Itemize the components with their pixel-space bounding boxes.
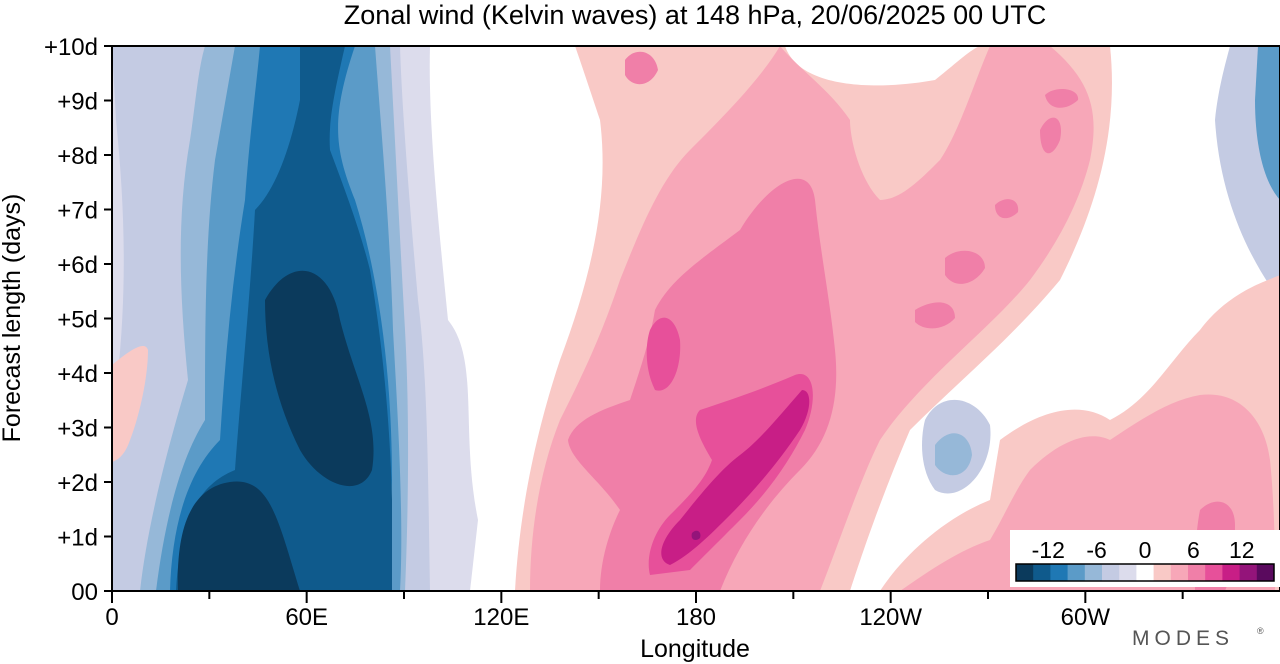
colorbar-swatch (1067, 564, 1086, 581)
y-tick-label: 00 (71, 579, 98, 606)
x-tick-label: 180 (676, 604, 716, 631)
x-tick-label: 60E (285, 604, 328, 631)
contour-neg-14 (177, 270, 374, 591)
colorbar-frame (1015, 563, 1275, 582)
y-tick-label: +6d (57, 252, 98, 279)
y-tick-label: +2d (57, 470, 98, 497)
contour-pos-10 (661, 390, 810, 565)
modes-logo: MODES (1132, 627, 1234, 650)
colorbar: -12 -6 0 6 12 (1010, 530, 1280, 587)
modes-logo-registered-mark: ® (1257, 626, 1264, 636)
y-tick-label: +1d (57, 525, 98, 552)
colorbar-swatch (1170, 564, 1189, 581)
colorbar-swatch (1136, 564, 1155, 581)
y-tick-label: +8d (57, 143, 98, 170)
x-axis-label: Longitude (640, 635, 750, 663)
y-tick-label: +5d (57, 307, 98, 334)
contour-pos-w-2 (112, 345, 148, 462)
y-tick-label: +4d (57, 361, 98, 388)
contour-neg-mid-8 (935, 433, 972, 476)
colorbar-swatch (1119, 564, 1137, 581)
colorbar-swatch (1033, 564, 1051, 581)
colorbar-swatch (1153, 564, 1172, 581)
colorbar-swatch (1188, 564, 1206, 581)
y-tick-label: +7d (57, 198, 98, 225)
chart-title: Zonal wind (Kelvin waves) at 148 hPa, 20… (344, 0, 1046, 30)
x-tick-label: 0 (105, 604, 118, 631)
contour-neg-west-8 (1255, 46, 1280, 200)
colorbar-swatch (1256, 564, 1275, 581)
contour-pos-6 (568, 178, 837, 591)
colorbar-swatch (1205, 564, 1223, 581)
colorbar-swatch (1050, 564, 1069, 581)
contour-field (112, 46, 1280, 591)
colorbar-tick-label: -6 (1086, 537, 1106, 563)
colorbar-swatch (1222, 564, 1241, 581)
colorbar-swatch (1084, 564, 1103, 581)
colorbar-swatch (1239, 564, 1258, 581)
y-tick-label: +3d (57, 416, 98, 443)
y-tick-label: +10d (44, 34, 98, 61)
colorbar-swatch (1102, 564, 1120, 581)
colorbar-swatch (1016, 564, 1034, 581)
contour-pos-12 (691, 530, 701, 541)
colorbar-tick-label: -12 (1032, 537, 1065, 563)
axis-ticks: 0 60E 120E 180 120W 60W 00 +1d +2d +3d +4d +5d +6d +7… (44, 34, 1184, 631)
y-tick-label: +9d (57, 89, 98, 116)
colorbar-tick-label: 6 (1187, 537, 1200, 563)
x-tick-label: 60W (1061, 604, 1111, 631)
x-tick-label: 120W (859, 604, 922, 631)
y-axis-label: Forecast length (days) (0, 194, 26, 443)
colorbar-tick-label: 12 (1229, 537, 1255, 563)
x-tick-label: 120E (473, 604, 529, 631)
contour-pos-ne-6 (625, 51, 1079, 329)
colorbar-tick-label: 0 (1139, 537, 1152, 563)
